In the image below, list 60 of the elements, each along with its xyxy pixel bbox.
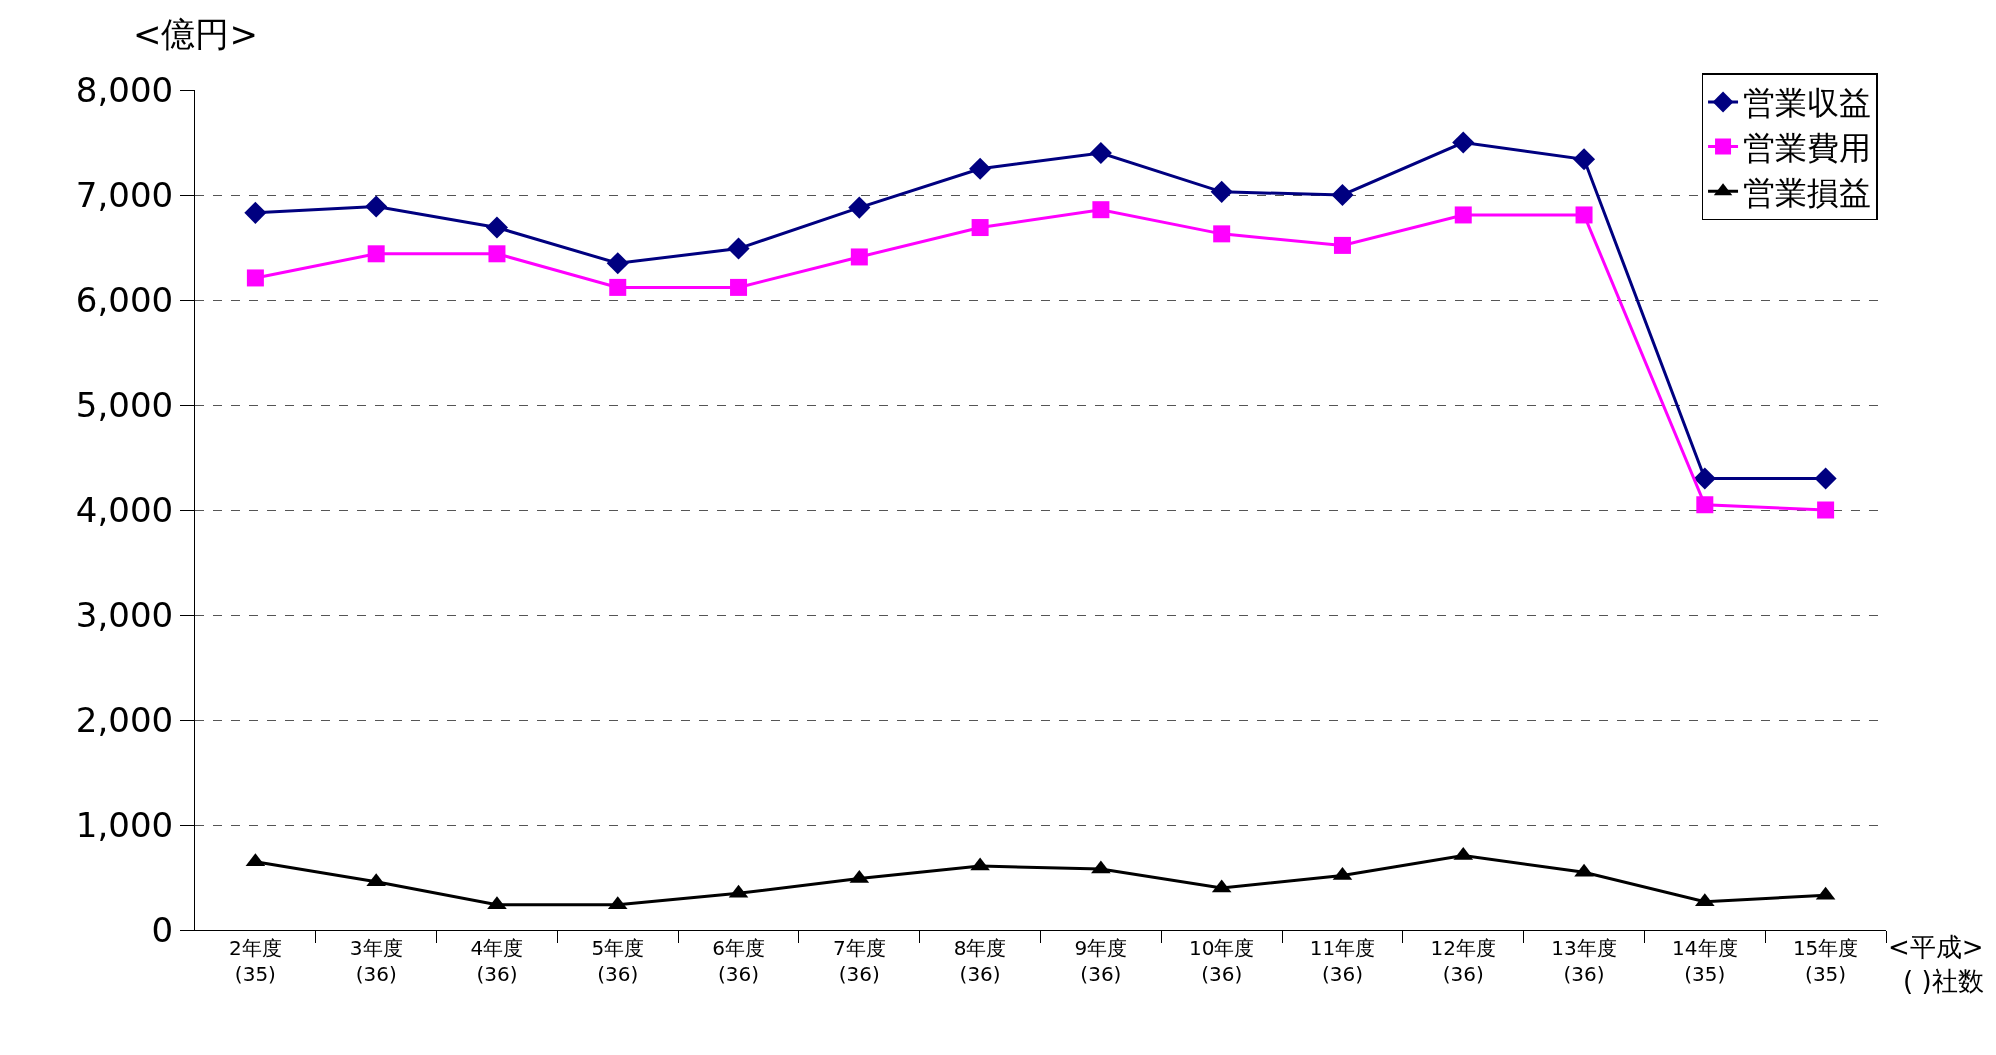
y-tick-label: 6,000 [75, 279, 174, 320]
point [1091, 860, 1111, 874]
y-tick-label: 1,000 [75, 804, 174, 845]
x-tick-label: 12年度 (36) [1430, 936, 1496, 986]
x-tick-label: 7年度 (36) [832, 936, 886, 986]
x-tick-label: 10年度 (36) [1188, 936, 1255, 986]
x-tick-label: 2年度 (35) [229, 936, 282, 986]
y-tick-label: 2,000 [75, 699, 174, 740]
y-tick-label: 7,000 [75, 174, 174, 215]
x-tick-label: 4年度 (36) [470, 936, 524, 986]
legend-label: 営業収益 [1743, 84, 1872, 123]
x-tick-label: 5年度 (36) [591, 936, 645, 986]
y-tick-label: 5,000 [75, 384, 174, 425]
point [971, 219, 989, 237]
point [246, 269, 264, 287]
point [1574, 863, 1594, 877]
point [1693, 467, 1716, 490]
y-tick-label: 4,000 [75, 489, 174, 530]
point [727, 237, 750, 260]
legend-label: 営業損益 [1743, 173, 1872, 212]
y-tick-label: 8,000 [75, 69, 174, 110]
y-axis-title: <億円> [133, 14, 258, 54]
point [1572, 148, 1596, 171]
y-tick-label: 3,000 [75, 594, 174, 635]
x-tick-label: 11年度 (36) [1309, 936, 1376, 986]
y-tick-label: 0 [151, 909, 174, 950]
x-tick-label: 6年度 (36) [712, 936, 765, 986]
point [365, 195, 388, 218]
point [1575, 206, 1593, 224]
point [1089, 141, 1112, 165]
point [1454, 206, 1472, 224]
x-tick-label: 8年度 (36) [953, 936, 1007, 986]
point [848, 196, 871, 219]
point [367, 245, 385, 263]
point [969, 157, 992, 180]
point [1210, 180, 1233, 203]
x-tick-label: 3年度 (36) [349, 936, 403, 986]
point [970, 857, 990, 871]
legend-label: 営業費用 [1743, 129, 1872, 168]
point [1452, 131, 1475, 154]
x-tick-label: 14年度 (35) [1672, 936, 1738, 986]
x-tick-label: 13年度 (36) [1551, 936, 1617, 986]
x-tick-label: 15年度 (35) [1792, 936, 1859, 986]
point [1696, 496, 1714, 514]
point [1817, 501, 1835, 519]
point [1331, 183, 1354, 207]
point [485, 216, 509, 239]
point [1213, 225, 1231, 243]
point [487, 896, 507, 910]
point [606, 252, 629, 275]
point [1333, 236, 1351, 254]
point [1814, 467, 1837, 490]
point [730, 278, 748, 296]
point [488, 245, 506, 263]
text: <平成> ( )社数 [1888, 932, 1984, 996]
point [609, 278, 627, 296]
point [244, 201, 267, 224]
point [850, 248, 868, 266]
point [1092, 201, 1110, 219]
x-tick-label: 9年度 (36) [1074, 936, 1128, 986]
